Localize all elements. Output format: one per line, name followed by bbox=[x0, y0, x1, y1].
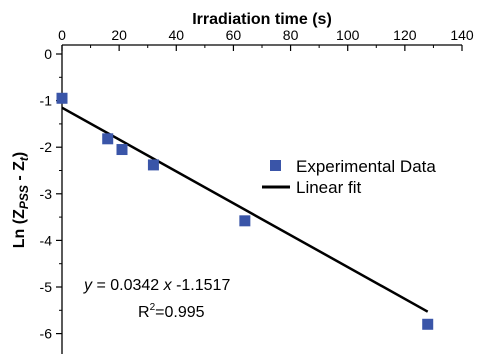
x-tick-label: 40 bbox=[168, 27, 184, 43]
x-tick-label: 20 bbox=[111, 27, 127, 43]
eq-end: -1.1517 bbox=[172, 277, 231, 294]
data-point bbox=[239, 215, 251, 227]
axes: 0 20 40 60 80 100 120 140 0 -1 -2 -3 -4 -5 -6 bbox=[40, 27, 474, 354]
y-tick-label: -6 bbox=[40, 326, 53, 342]
legend-label-linear-fit: Linear fit bbox=[296, 178, 361, 197]
y-title-sub-pss: PSS bbox=[17, 185, 31, 209]
y-title-mid: - Z bbox=[11, 161, 28, 185]
data-point bbox=[147, 159, 159, 171]
r2-superscript: 2 bbox=[150, 302, 156, 313]
x-tick-label: 100 bbox=[336, 27, 360, 43]
x-tick-label: 0 bbox=[58, 27, 66, 43]
x-tick-label: 80 bbox=[283, 27, 299, 43]
x-tick-label: 140 bbox=[450, 27, 474, 43]
r2-base: R bbox=[138, 304, 150, 321]
r2-value: =0.995 bbox=[155, 304, 204, 321]
legend-label-experimental: Experimental Data bbox=[296, 157, 436, 176]
y-tick-label: -1 bbox=[40, 93, 53, 109]
data-point bbox=[56, 92, 68, 104]
eq-var-x: x bbox=[163, 277, 173, 294]
y-title-sub-t: t bbox=[17, 156, 31, 161]
y-tick-label: 0 bbox=[44, 46, 52, 62]
fit-line bbox=[61, 106, 429, 313]
legend: Experimental Data Linear fit bbox=[262, 157, 436, 197]
x-tick-label: 120 bbox=[393, 27, 417, 43]
data-point bbox=[102, 133, 114, 145]
legend-marker-experimental bbox=[270, 160, 281, 171]
eq-rest: = 0.0342 bbox=[92, 277, 164, 294]
y-axis-title: Ln (ZPSS - Zt) bbox=[11, 152, 31, 248]
y-tick-label: -5 bbox=[40, 279, 53, 295]
fit-equation: y = 0.0342 x -1.1517 bbox=[83, 277, 230, 294]
y-tick-label: -3 bbox=[40, 186, 53, 202]
y-tick-label: -4 bbox=[40, 232, 53, 248]
x-tick-label: 60 bbox=[226, 27, 242, 43]
y-title-main: Ln (Z bbox=[11, 209, 28, 248]
x-axis-title: Irradiation time (s) bbox=[192, 11, 332, 28]
data-point bbox=[422, 318, 434, 330]
eq-var-y: y bbox=[83, 277, 93, 294]
r-squared: R2=0.995 bbox=[138, 302, 205, 321]
y-title-end: ) bbox=[11, 152, 28, 157]
plot-area bbox=[56, 92, 434, 330]
y-tick-label: -2 bbox=[40, 139, 53, 155]
data-point bbox=[116, 144, 128, 156]
